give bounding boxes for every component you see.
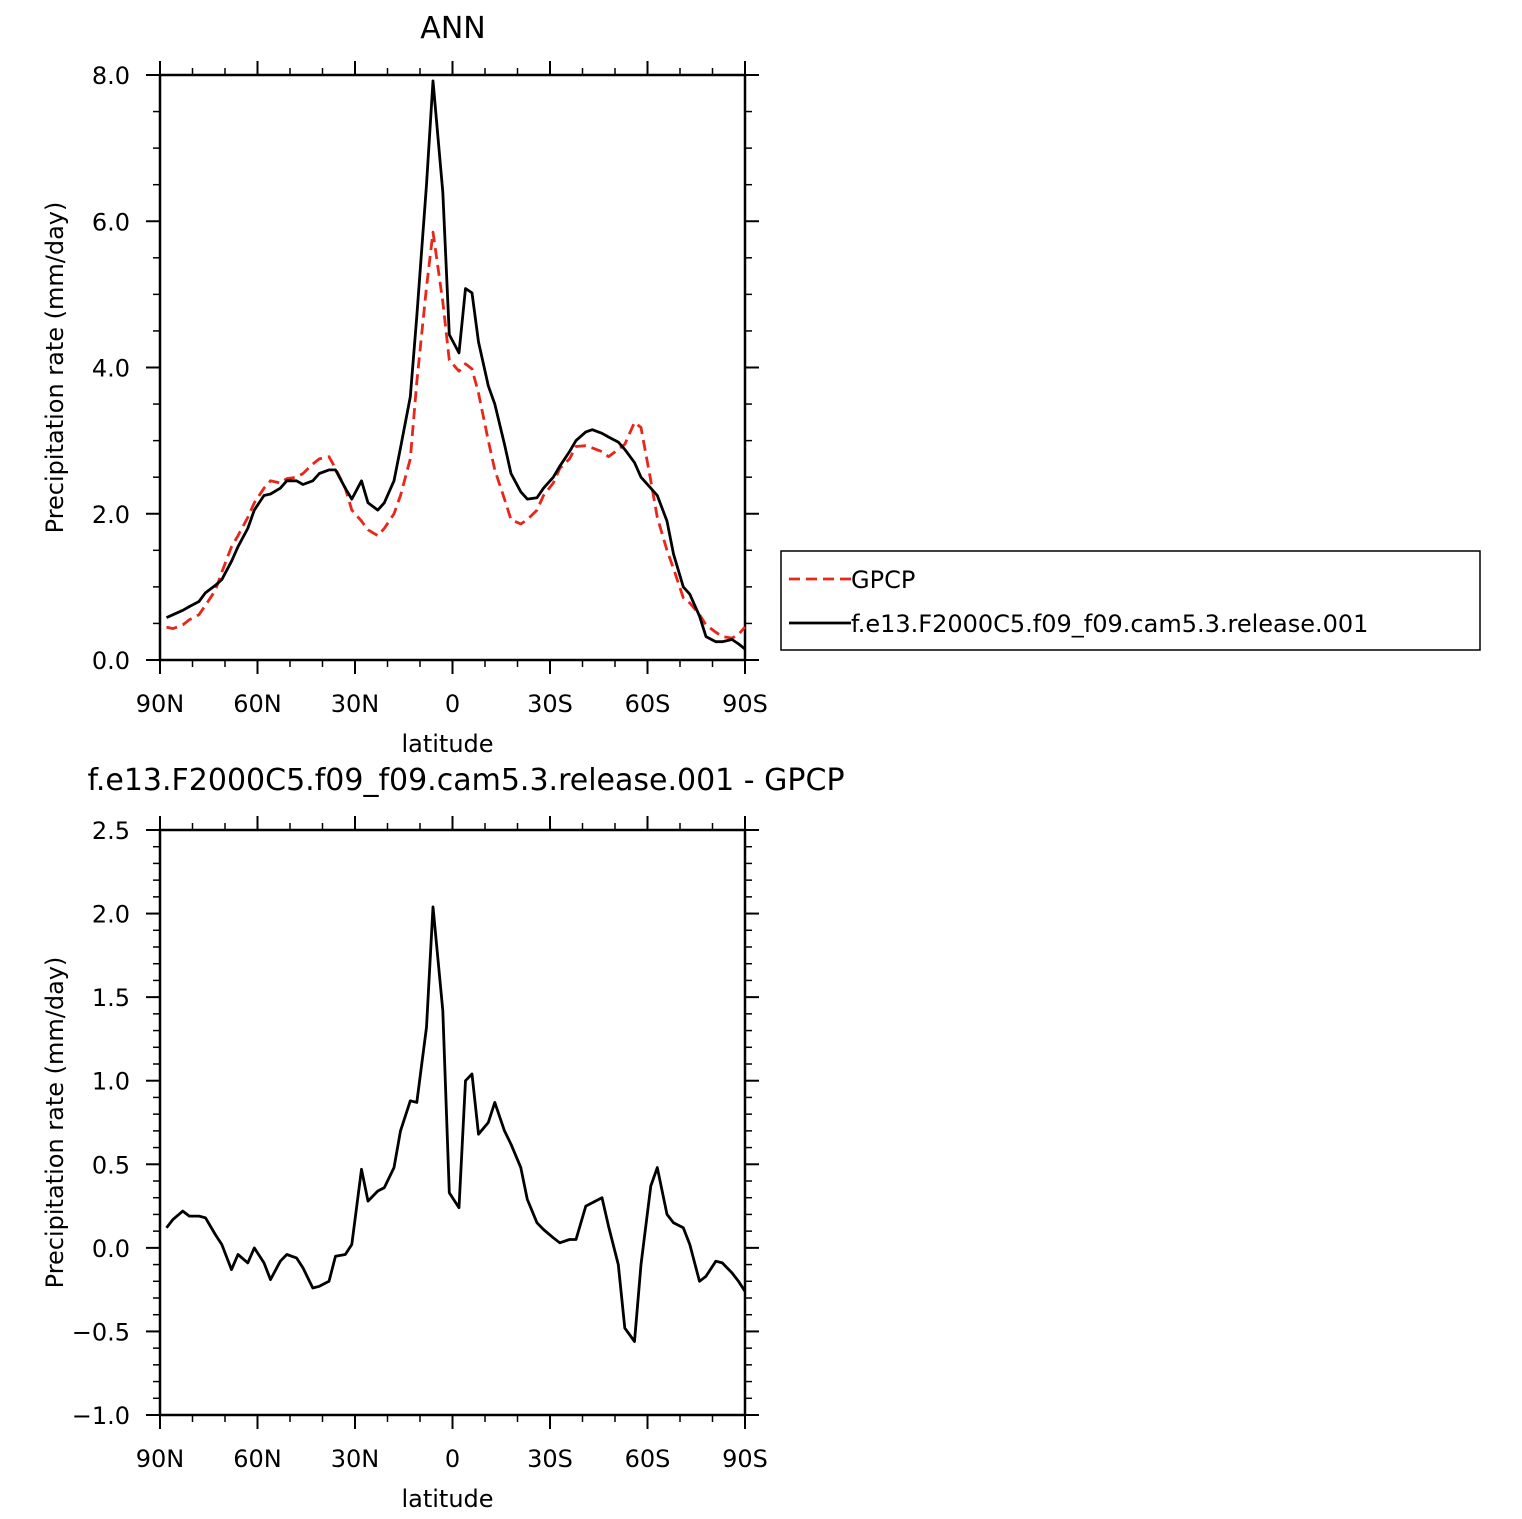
legend-label-1: GPCP <box>851 566 915 594</box>
y-tick-label: 0.0 <box>92 647 130 675</box>
x-tick-label: 90S <box>722 1445 768 1473</box>
x-tick-label: 60N <box>233 1445 282 1473</box>
chart-title: ANN <box>420 11 485 46</box>
series-line-2 <box>165 79 746 651</box>
chart-2: f.e13.F2000C5.f09_f09.cam5.3.release.001… <box>41 763 845 1513</box>
y-tick-label: 6.0 <box>92 208 130 236</box>
x-axis-label: latitude <box>401 1485 493 1513</box>
y-tick-label: 0.5 <box>92 1151 130 1179</box>
y-axis-label: Precipitation rate (mm/day) <box>41 202 69 534</box>
x-tick-label: 30S <box>527 690 573 718</box>
y-tick-label: −0.5 <box>72 1318 130 1346</box>
x-tick-label: 0 <box>445 690 460 718</box>
x-tick-label: 0 <box>445 1445 460 1473</box>
y-tick-label: 1.0 <box>92 1068 130 1096</box>
y-axis-label: Precipitation rate (mm/day) <box>41 957 69 1289</box>
x-tick-label: 30N <box>331 690 380 718</box>
legend-label-2: f.e13.F2000C5.f09_f09.cam5.3.release.001 <box>851 610 1368 638</box>
y-tick-label: 1.5 <box>92 984 130 1012</box>
legend-box <box>780 550 1481 651</box>
x-tick-label: 90S <box>722 690 768 718</box>
y-tick-label: 2.5 <box>92 817 130 845</box>
y-tick-label: 2.0 <box>92 501 130 529</box>
series-line-1 <box>165 905 747 1343</box>
x-tick-label: 90N <box>136 1445 185 1473</box>
chart-1: ANN 90N 60N 30N 0 30S 60S 90S 0.0 2.0 4.0 6.0 8.0 lat… <box>41 11 1481 758</box>
x-tick-label: 60N <box>233 690 282 718</box>
plot-frame <box>158 828 747 1417</box>
x-tick-label: 30N <box>331 1445 380 1473</box>
x-tick-label: 60S <box>625 1445 671 1473</box>
x-tick-label: 60S <box>625 690 671 718</box>
y-tick-label: 4.0 <box>92 355 130 383</box>
y-tick-label: 0.0 <box>92 1235 130 1263</box>
y-tick-label: −1.0 <box>72 1402 130 1430</box>
x-axis-label: latitude <box>401 730 493 758</box>
x-tick-label: 90N <box>136 690 185 718</box>
x-tick-label: 30S <box>527 1445 573 1473</box>
legend: GPCP f.e13.F2000C5.f09_f09.cam5.3.release… <box>780 550 1481 651</box>
chart-title: f.e13.F2000C5.f09_f09.cam5.3.release.001… <box>87 763 844 798</box>
series-line-1 <box>166 230 747 640</box>
plot-frame <box>158 73 747 662</box>
y-tick-label: 8.0 <box>92 62 130 90</box>
y-tick-label: 2.0 <box>92 901 130 929</box>
